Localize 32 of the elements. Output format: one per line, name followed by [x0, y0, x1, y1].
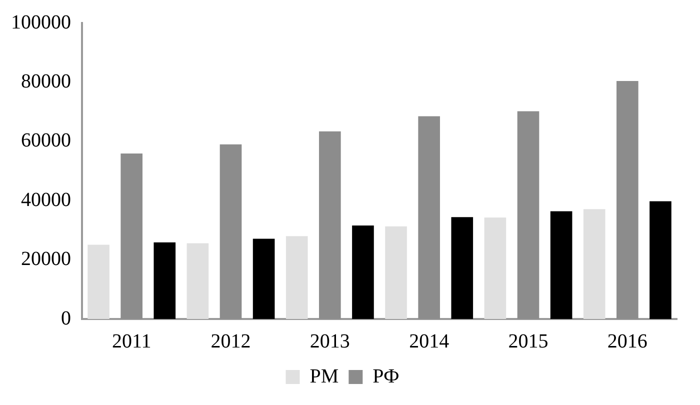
bar	[154, 242, 176, 319]
y-tick-label: 0	[61, 307, 71, 330]
bar	[616, 81, 638, 319]
bar	[517, 111, 540, 319]
bar	[286, 236, 308, 319]
y-tick-label: 20000	[21, 248, 71, 270]
bar	[220, 144, 242, 319]
bar	[550, 211, 572, 319]
x-tick-label: 2013	[310, 330, 350, 352]
x-tick-label: 2012	[210, 330, 251, 352]
legend-label: РФ	[372, 365, 400, 388]
y-tick-label: 100000	[11, 11, 71, 34]
bar	[650, 201, 672, 319]
bar	[418, 116, 440, 319]
x-tick-label: 2016	[607, 330, 648, 352]
bar	[186, 243, 209, 319]
bar	[120, 154, 142, 319]
bar	[352, 225, 374, 319]
bar	[252, 238, 275, 319]
y-tick-label: 80000	[21, 70, 71, 92]
bar	[451, 217, 474, 319]
bar	[484, 217, 506, 319]
legend-label: РМ	[310, 365, 339, 388]
bar	[385, 226, 407, 319]
y-tick-label: 60000	[21, 130, 71, 152]
bar	[319, 131, 341, 319]
x-tick-label: 2015	[508, 330, 548, 352]
bar	[583, 209, 606, 319]
x-tick-label: 2014	[409, 330, 450, 352]
y-tick-label: 40000	[21, 188, 71, 211]
x-tick-label: 2011	[112, 330, 152, 352]
bar	[88, 244, 110, 319]
